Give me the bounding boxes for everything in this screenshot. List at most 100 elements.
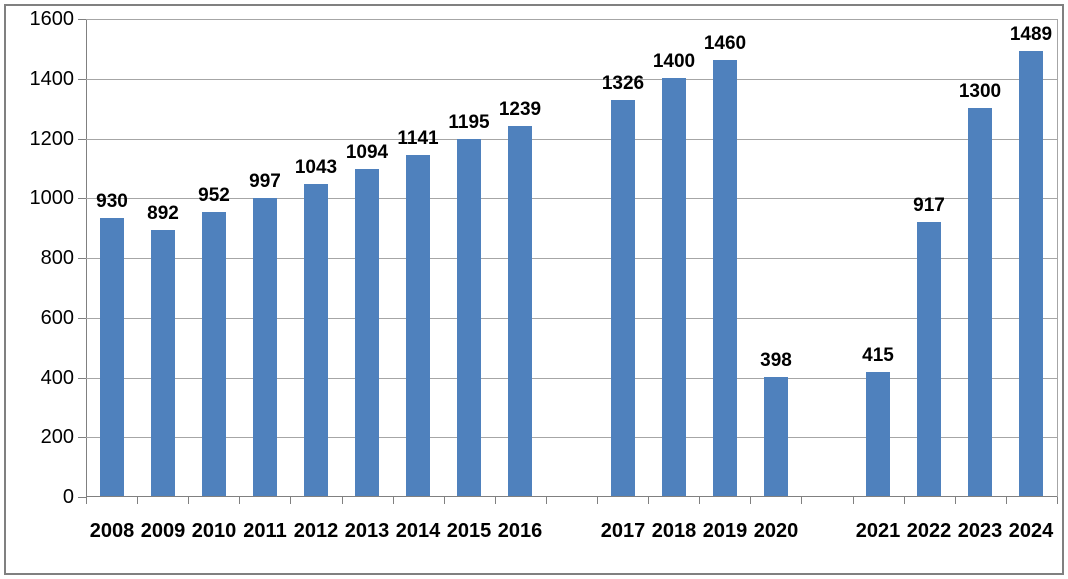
x-tick-mark: [648, 497, 649, 504]
bar: [202, 212, 226, 496]
y-tick-label: 1200: [29, 128, 75, 150]
y-tick-mark: [78, 258, 86, 259]
bar: [713, 60, 737, 496]
gridline: [86, 19, 1057, 20]
x-tick-label: 2021: [855, 520, 901, 542]
bar-value-label: 1489: [1009, 24, 1053, 45]
x-tick-mark: [904, 497, 905, 504]
y-tick-mark: [78, 19, 86, 20]
x-tick-mark: [444, 497, 445, 504]
x-tick-label: 2017: [600, 520, 646, 542]
bar-value-label: 997: [249, 171, 281, 192]
x-tick-label: 2009: [140, 520, 186, 542]
y-tick-mark: [78, 378, 86, 379]
bar-value-label: 1460: [703, 33, 747, 54]
bar: [100, 218, 124, 496]
y-tick-label: 600: [40, 307, 74, 329]
bar: [253, 198, 277, 496]
bar: [508, 126, 532, 496]
bar: [1019, 51, 1043, 496]
x-tick-mark: [597, 497, 598, 504]
x-tick-mark: [188, 497, 189, 504]
x-tick-mark: [239, 497, 240, 504]
x-tick-label: 2012: [293, 520, 339, 542]
bar-value-label: 952: [198, 185, 230, 206]
y-tick-mark: [78, 497, 86, 498]
bar-value-label: 1300: [958, 81, 1002, 102]
y-tick-mark: [78, 139, 86, 140]
bar: [151, 230, 175, 496]
plot-area: 930 892 952 997 1043 1094 1141 1195 1239 1326 1400…: [86, 19, 1058, 497]
y-axis-labels: 0 200 400 600 800 1000 1200 1400 1600: [0, 8, 75, 508]
x-tick-mark: [955, 497, 956, 504]
x-tick-label: 2010: [191, 520, 237, 542]
x-tick-label: 2024: [1008, 520, 1054, 542]
x-tick-label: 2015: [446, 520, 492, 542]
gridline: [86, 437, 1057, 438]
gridline: [86, 318, 1057, 319]
bar-value-label: 1195: [448, 112, 490, 133]
x-tick-mark: [137, 497, 138, 504]
y-tick-mark: [78, 437, 86, 438]
x-tick-mark: [750, 497, 751, 504]
x-tick-label: 2023: [957, 520, 1003, 542]
bar: [611, 100, 635, 496]
gridline: [86, 258, 1057, 259]
bar: [355, 169, 379, 496]
bar: [917, 222, 941, 496]
x-tick-mark: [495, 497, 496, 504]
bar-value-label: 917: [913, 195, 945, 216]
gridline: [86, 198, 1057, 199]
x-tick-mark: [699, 497, 700, 504]
y-tick-label: 800: [40, 247, 74, 269]
bar-value-label: 1141: [397, 128, 439, 149]
x-tick-label: 2016: [497, 520, 543, 542]
x-axis-line: [86, 496, 1057, 497]
x-tick-mark: [393, 497, 394, 504]
x-tick-label: 2018: [651, 520, 697, 542]
x-tick-mark: [342, 497, 343, 504]
bar-value-label: 1094: [345, 142, 389, 163]
x-tick-label: 2013: [344, 520, 390, 542]
y-tick-mark: [78, 198, 86, 199]
x-tick-label: 2022: [906, 520, 952, 542]
bar-value-label: 1239: [498, 99, 542, 120]
y-tick-label: 1000: [29, 187, 75, 209]
bar: [304, 184, 328, 496]
x-tick-mark: [86, 497, 87, 504]
bar: [866, 372, 890, 496]
bar-value-label: 892: [147, 203, 179, 224]
y-tick-label: 1400: [29, 68, 75, 90]
y-tick-mark: [78, 318, 86, 319]
x-tick-label: 2020: [753, 520, 799, 542]
bar: [457, 139, 481, 496]
gridline: [86, 378, 1057, 379]
x-tick-label: 2019: [702, 520, 748, 542]
x-tick-mark: [1057, 497, 1058, 504]
bar: [968, 108, 992, 496]
bar: [662, 78, 686, 496]
bar-value-label: 1400: [652, 51, 696, 72]
x-tick-mark: [546, 497, 547, 504]
y-tick-mark: [78, 79, 86, 80]
x-tick-mark: [853, 497, 854, 504]
x-tick-mark: [1006, 497, 1007, 504]
bar-value-label: 930: [96, 191, 128, 212]
bar-value-label: 1043: [294, 157, 338, 178]
x-tick-mark: [290, 497, 291, 504]
y-tick-label: 400: [40, 367, 74, 389]
x-tick-label: 2014: [395, 520, 441, 542]
y-tick-label: 1600: [29, 8, 75, 30]
bar-value-label: 398: [760, 350, 792, 371]
x-tick-label: 2008: [89, 520, 135, 542]
y-tick-label: 0: [62, 486, 74, 508]
bar-value-label: 415: [862, 345, 894, 366]
gridline: [86, 79, 1057, 80]
bar: [764, 377, 788, 496]
x-tick-label: 2011: [243, 520, 287, 542]
gridline: [86, 139, 1057, 140]
bar: [406, 155, 430, 496]
x-tick-mark: [801, 497, 802, 504]
x-axis-labels: 2008 2009 2010 2011 2012 2013 2014 2015 2016 2017…: [86, 519, 1057, 545]
